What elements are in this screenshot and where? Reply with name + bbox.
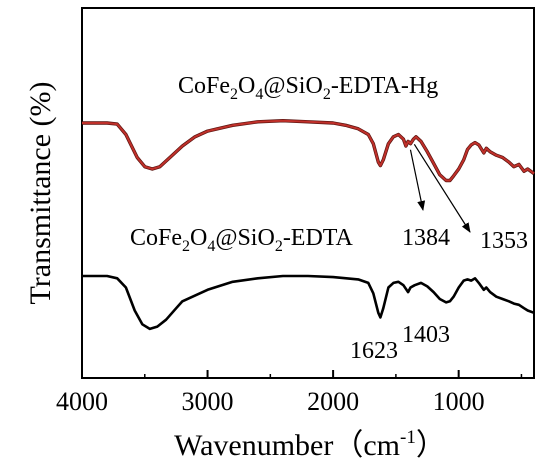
peak-annotation: 1353 [480,228,528,254]
peak-annotation: 1384 [402,225,450,251]
x-axis-title: Wavenumber（cm-1） [174,427,446,462]
label-subscript: 4 [255,86,263,103]
x-axis-ticks: 4000 3000 2000 1000 [56,370,523,416]
label-text: -EDTA-Hg [331,73,438,99]
annotation-arrow [413,143,471,233]
peak-annotation: 1403 [402,322,450,348]
y-axis-title: Transmittance (%) [24,81,57,304]
label-subscript: 4 [207,238,215,255]
label-subscript: 2 [323,86,331,103]
label-text: CoFe [178,73,230,99]
series-line [82,274,535,331]
label-text: @SiO [263,73,322,99]
x-tick-label: 2000 [307,387,359,416]
label-subscript: 2 [275,238,283,255]
annotation-arrow [409,149,426,211]
label-text: @SiO [215,225,274,251]
series-layer [82,119,536,331]
x-tick-label: 3000 [182,387,234,416]
series-label-hg: CoFe2O4@SiO2-EDTA-Hg [178,73,438,103]
peak-annotation: 1623 [350,338,398,364]
plot-frame [81,7,535,379]
label-text: O [238,73,255,99]
label-subscript: 2 [182,238,190,255]
series-label-edta: CoFe2O4@SiO2-EDTA [130,225,354,255]
label-text: O [190,225,207,251]
label-subscript: 2 [230,86,238,103]
x-tick-label: 4000 [56,387,108,416]
series-line [82,119,535,182]
label-text: -EDTA [283,225,354,251]
x-tick-label: 1000 [433,387,485,416]
label-text: CoFe [130,225,182,251]
